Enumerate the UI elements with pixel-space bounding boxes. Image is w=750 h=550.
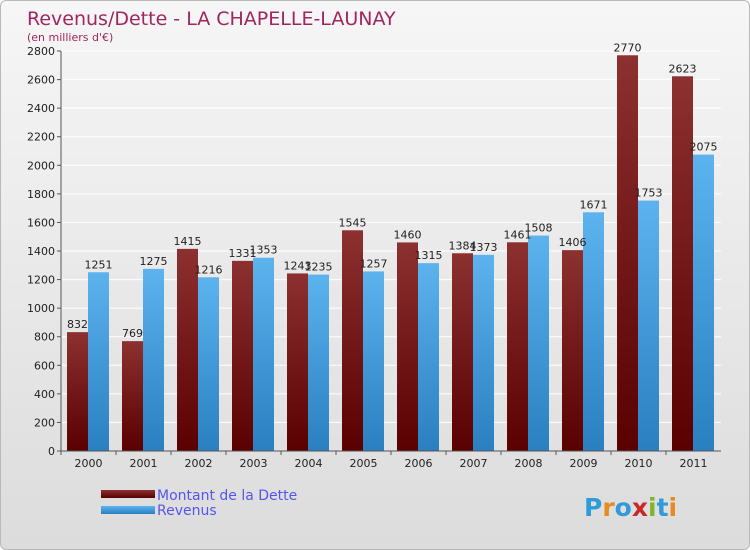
bar-debt-2008 (507, 242, 528, 451)
legend-label-revenus: Revenus (157, 503, 217, 519)
y-tick-label: 1400 (27, 245, 55, 258)
grid-lines (61, 50, 721, 452)
data-label-debt-2010: 2770 (614, 41, 642, 54)
data-label-revenus-2000: 1251 (85, 258, 113, 271)
x-tick-label: 2003 (240, 457, 268, 470)
bar-revenus-2008 (528, 235, 549, 451)
y-tick-label: 1800 (27, 188, 55, 201)
data-label-debt-2001: 769 (122, 327, 143, 340)
bar-revenus-2004 (308, 274, 329, 451)
bar-debt-2000 (67, 332, 88, 451)
logo-letter: o (615, 493, 632, 522)
x-tick-label: 2001 (130, 457, 158, 470)
data-label-revenus-2003: 1353 (250, 244, 278, 257)
bar-debt-2009 (562, 250, 583, 451)
chart-subtitle: (en milliers d'€) (27, 31, 113, 44)
legend-swatch-debt (101, 490, 155, 498)
bar-revenus-2002 (198, 277, 219, 451)
y-tick-label: 0 (48, 445, 55, 458)
y-tick-label: 600 (34, 359, 55, 372)
y-tick-label: 2800 (27, 45, 55, 58)
legend-swatch-revenus (101, 506, 155, 514)
logo-letter: r (602, 493, 615, 522)
data-label-debt-2002: 1415 (174, 235, 202, 248)
data-label-debt-2000: 832 (67, 318, 88, 331)
axes: 0 200 400 600 800 1000 1200 1400 1600 1800 2000 220… (27, 45, 721, 470)
logo-letter: i (669, 493, 678, 522)
data-label-revenus-2008: 1508 (525, 222, 553, 235)
data-label-debt-2007: 1384 (449, 239, 477, 252)
x-tick-label: 2009 (570, 457, 598, 470)
data-label-debt-2011: 2623 (669, 62, 697, 75)
x-tick-label: 2000 (75, 457, 103, 470)
data-label-debt-2004: 1243 (284, 259, 312, 272)
logo-letter: P (584, 493, 602, 522)
y-tick-label: 2600 (27, 74, 55, 87)
bar-debt-2005 (342, 230, 363, 451)
data-label-revenus-2009: 1671 (580, 198, 608, 211)
x-tick-label: 2005 (350, 457, 378, 470)
bar-debt-2010 (617, 55, 638, 452)
data-label-debt-2006: 1460 (394, 228, 422, 241)
x-tick-label: 2010 (625, 457, 653, 470)
bar-revenus-2005 (363, 271, 384, 451)
bars-group (67, 55, 714, 452)
data-label-revenus-2001: 1275 (140, 255, 168, 268)
x-tick-label: 2007 (460, 457, 488, 470)
y-tick-label: 1600 (27, 216, 55, 229)
data-label-revenus-2006: 1315 (415, 249, 443, 262)
x-tick-label: 2008 (515, 457, 543, 470)
logo-letter: x (632, 493, 648, 522)
legend: Montant de la Dette Revenus (101, 488, 297, 519)
y-tick-label: 2400 (27, 102, 55, 115)
y-tick-label: 2000 (27, 159, 55, 172)
logo-letter: i (648, 493, 657, 522)
bar-revenus-2006 (418, 263, 439, 451)
x-tick-label: 2006 (405, 457, 433, 470)
bar-revenus-2000 (88, 272, 109, 451)
data-label-debt-2005: 1545 (339, 216, 367, 229)
data-label-revenus-2002: 1216 (195, 263, 223, 276)
bar-debt-2003 (232, 260, 253, 451)
bar-revenus-2009 (583, 212, 604, 451)
bar-revenus-2011 (693, 154, 714, 452)
proxiti-logo: Proxiti (584, 493, 677, 522)
data-label-revenus-2004: 1235 (305, 261, 333, 274)
bar-debt-2007 (452, 253, 473, 451)
bar-debt-2011 (672, 76, 693, 452)
bar-debt-2004 (287, 273, 308, 451)
bar-revenus-2001 (143, 268, 164, 451)
data-label-debt-2003: 1331 (229, 247, 257, 260)
bar-revenus-2003 (253, 257, 274, 451)
bar-debt-2001 (122, 341, 143, 451)
logo-letter: t (657, 493, 669, 522)
legend-label-debt: Montant de la Dette (157, 488, 297, 504)
bar-revenus-2007 (473, 254, 494, 451)
data-label-revenus-2005: 1257 (360, 257, 388, 270)
bar-revenus-2010 (638, 200, 659, 451)
y-tick-label: 1000 (27, 302, 55, 315)
x-tick-label: 2004 (295, 457, 323, 470)
data-label-revenus-2011: 2075 (690, 141, 718, 154)
y-tick-label: 400 (34, 388, 55, 401)
bar-debt-2006 (397, 242, 418, 451)
bar-debt-2002 (177, 248, 198, 451)
chart-title: Revenus/Dette - LA CHAPELLE-LAUNAY (27, 8, 396, 30)
data-label-debt-2009: 1406 (559, 236, 587, 249)
data-label-revenus-2010: 1753 (635, 187, 663, 200)
y-tick-label: 1200 (27, 274, 55, 287)
data-label-debt-2008: 1461 (504, 228, 532, 241)
x-tick-label: 2011 (680, 457, 708, 470)
y-tick-label: 200 (34, 416, 55, 429)
data-label-revenus-2007: 1373 (470, 241, 498, 254)
y-tick-label: 800 (34, 331, 55, 344)
x-tick-label: 2002 (185, 457, 213, 470)
y-tick-label: 2200 (27, 131, 55, 144)
